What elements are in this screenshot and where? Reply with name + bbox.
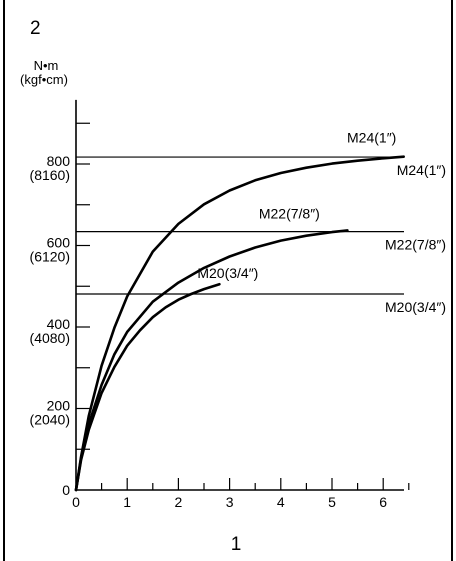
x-tick-label: 5 (328, 494, 336, 510)
y-unit-sublabel: (kgf•cm) (20, 72, 68, 87)
x-tick-label: 4 (277, 494, 285, 510)
torque-curves: M24(1″) M22(7/8″) M20(3/4″) (74, 130, 405, 492)
figure-number: 2 (30, 18, 41, 39)
x-tick-label: 2 (175, 494, 183, 510)
x-tick-label: 0 (72, 494, 80, 510)
series-label: M22(7/8″) (259, 205, 320, 221)
reference-lines: M24(1″) M22(7/8″) M20(3/4″) (76, 156, 446, 315)
y-tick-sublabel: (8160) (30, 167, 70, 183)
series-label: M24(1″) (347, 130, 396, 146)
x-axis-label: 1 (231, 534, 242, 555)
y-tick-label: 800 (47, 153, 71, 169)
y-tick-sublabel: (2040) (30, 412, 70, 428)
reference-line-label: M20(3/4″) (385, 299, 446, 315)
series-curve (74, 282, 221, 492)
y-tick-label: 400 (47, 316, 71, 332)
y-tick-sublabel: (6120) (30, 249, 70, 265)
axes: 200(2040) 400(4080) 600(6120) 800(8160) 00 1 2… (30, 99, 410, 510)
series-curve (74, 229, 349, 492)
x-tick-label: 1 (123, 494, 131, 510)
series-curve (74, 155, 405, 492)
y-tick-sublabel: (4080) (30, 330, 70, 346)
y-tick-label: 600 (47, 235, 71, 251)
x-tick-label: 6 (379, 494, 387, 510)
y-tick-label: 200 (47, 398, 71, 414)
reference-line-label: M24(1″) (397, 162, 446, 178)
series-label: M20(3/4″) (197, 265, 258, 281)
reference-line-label: M22(7/8″) (385, 237, 446, 253)
y-unit-label: N•m (34, 58, 59, 73)
x-tick-label: 3 (226, 494, 234, 510)
y-origin-label: 0 (62, 482, 70, 498)
